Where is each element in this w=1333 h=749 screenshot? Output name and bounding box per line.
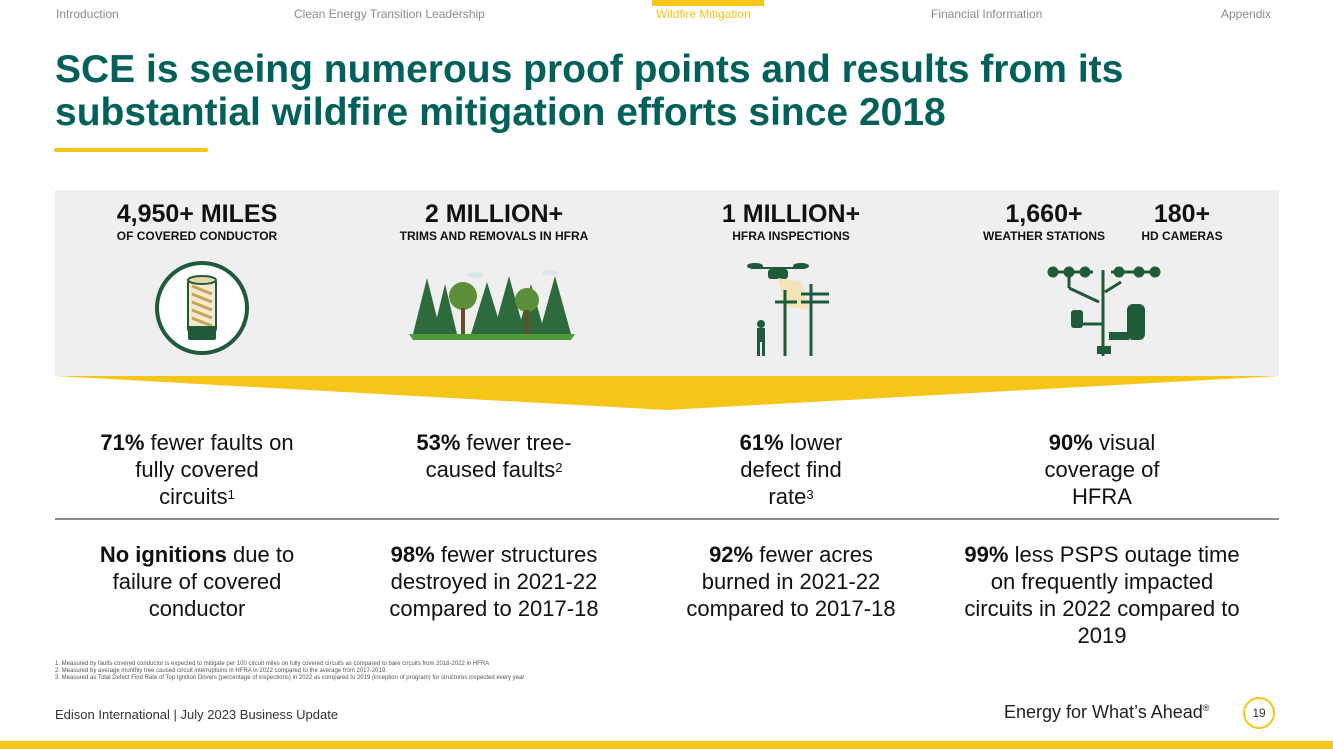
result-no-ignitions: No ignitions due to failure of covered c… xyxy=(97,541,297,622)
stat-covered-conductor-value: 4,950+ MILES xyxy=(116,200,278,228)
result-faults: 71% fewer faults on fully covered circui… xyxy=(97,429,297,510)
stat-inspections-value: 1 MILLION+ xyxy=(721,200,861,228)
stat-covered-conductor-label: OF COVERED CONDUCTOR xyxy=(116,229,278,243)
bottom-accent-bar xyxy=(0,741,1333,749)
result-no-ignitions-value: No ignitions xyxy=(99,542,227,567)
result-tree-faults-text: fewer tree-caused faults xyxy=(425,430,572,482)
stat-inspections: 1 MILLION+ HFRA INSPECTIONS xyxy=(680,200,902,244)
result-acres-text: fewer acres burned in 2021-22 compared t… xyxy=(686,542,896,621)
stat-trims-label: TRIMS AND REMOVALS IN HFRA xyxy=(399,229,589,243)
result-psps-text: less PSPS outage time on frequently impa… xyxy=(964,542,1240,648)
active-section-indicator xyxy=(652,0,764,6)
footnote-2: 2. Measured by average monthly tree caus… xyxy=(55,668,387,674)
result-structures: 98% fewer structures destroyed in 2021-2… xyxy=(369,541,619,622)
stat-trims-value: 2 MILLION+ xyxy=(424,200,564,228)
stat-weather-stations: 1,660+ WEATHER STATIONS xyxy=(970,200,1118,244)
stat-hd-cameras-value: 180+ xyxy=(1153,200,1211,228)
result-faults-text: fewer faults on fully covered circuits xyxy=(135,430,294,509)
result-structures-value: 98% xyxy=(390,542,435,567)
title-underline xyxy=(54,148,208,152)
stat-inspections-label: HFRA INSPECTIONS xyxy=(732,229,850,243)
stats-band xyxy=(55,190,1279,376)
result-no-ignitions-text: due to failure of covered conductor xyxy=(112,542,295,621)
stat-hd-cameras: 180+ HD CAMERAS xyxy=(1128,200,1236,244)
results-divider xyxy=(55,518,1279,520)
footnotes: 1. Measured by faults covered conductor … xyxy=(55,661,524,682)
result-defect-rate: 61% lower defect find rate3 xyxy=(720,429,862,510)
result-acres-value: 92% xyxy=(709,542,754,567)
nav-wildfire-mitigation[interactable]: Wildfire Mitigation xyxy=(656,7,751,21)
result-psps: 99% less PSPS outage time on frequently … xyxy=(957,541,1247,649)
section-nav: Introduction Clean Energy Transition Lea… xyxy=(0,0,1333,26)
page-number: 19 xyxy=(1243,697,1275,729)
stat-weather-stations-label: WEATHER STATIONS xyxy=(983,229,1105,243)
nav-appendix[interactable]: Appendix xyxy=(1221,7,1272,21)
footnote-1: 1. Measured by faults covered conductor … xyxy=(55,661,490,667)
nav-clean-energy[interactable]: Clean Energy Transition Leadership xyxy=(294,7,485,21)
weather-station-icon xyxy=(1047,266,1161,356)
result-visual-coverage-value: 90% xyxy=(1048,430,1093,455)
footnote-ref-1: 1 xyxy=(227,487,235,502)
footer-source: Edison International | July 2023 Busines… xyxy=(55,707,339,722)
result-visual-coverage-text: visual coverage of HFRA xyxy=(1044,430,1160,509)
result-psps-value: 99% xyxy=(964,542,1009,567)
covered-conductor-icon xyxy=(155,261,249,355)
footnote-3: 3. Measured as Total Defect Find Rate of… xyxy=(55,675,525,681)
footer-tagline-text: Energy for What’s Ahead xyxy=(1004,702,1203,722)
result-acres: 92% fewer acres burned in 2021-22 compar… xyxy=(678,541,904,622)
registered-mark: ® xyxy=(1202,703,1210,713)
footnote-ref-2: 2 xyxy=(555,460,563,475)
stat-hd-cameras-label: HD CAMERAS xyxy=(1141,229,1223,243)
band-arrow xyxy=(55,376,1279,410)
page-title: SCE is seeing numerous proof points and … xyxy=(55,48,1124,134)
forest-icon xyxy=(409,270,575,340)
result-tree-faults-value: 53% xyxy=(416,430,461,455)
nav-introduction[interactable]: Introduction xyxy=(56,7,119,21)
stat-trims: 2 MILLION+ TRIMS AND REMOVALS IN HFRA xyxy=(370,200,618,244)
result-structures-text: fewer structures destroyed in 2021-22 co… xyxy=(389,542,599,621)
result-visual-coverage: 90% visual coverage of HFRA xyxy=(1026,429,1178,510)
nav-financial-information[interactable]: Financial Information xyxy=(931,7,1043,21)
drone-inspection-icon xyxy=(747,263,829,356)
footer-tagline: Energy for What’s Ahead® xyxy=(1004,702,1209,723)
result-tree-faults: 53% fewer tree-caused faults2 xyxy=(414,429,574,483)
footnote-ref-3: 3 xyxy=(806,487,814,502)
result-faults-value: 71% xyxy=(100,430,145,455)
stat-weather-stations-value: 1,660+ xyxy=(1005,200,1083,228)
stat-covered-conductor: 4,950+ MILES OF COVERED CONDUCTOR xyxy=(80,200,314,244)
result-defect-rate-value: 61% xyxy=(739,430,784,455)
result-defect-rate-text: lower defect find rate xyxy=(740,430,843,509)
